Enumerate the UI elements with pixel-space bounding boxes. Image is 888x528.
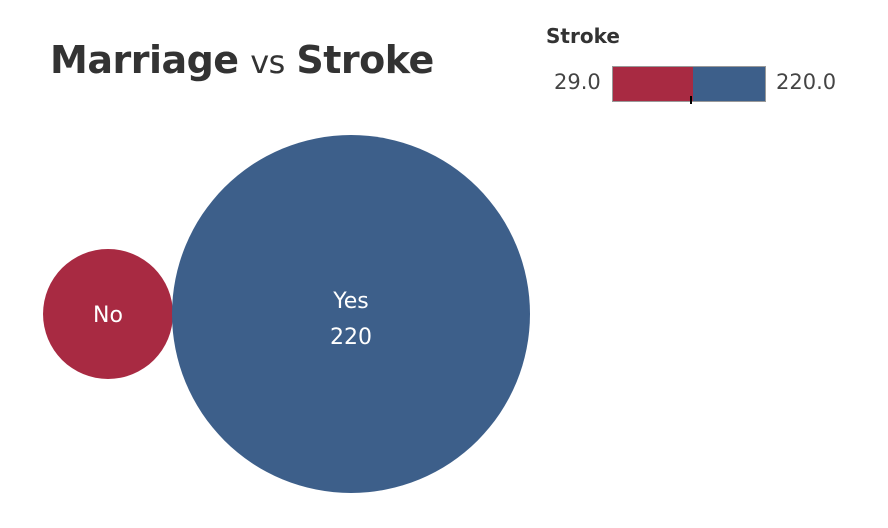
legend-color-bar <box>612 66 766 102</box>
legend-segment-high <box>692 67 765 101</box>
legend-min-label: 29.0 <box>554 70 601 94</box>
legend-title: Stroke <box>546 24 620 48</box>
chart-title: Marriage vs Stroke <box>50 38 434 82</box>
legend-max-label: 220.0 <box>776 70 837 94</box>
bubble-label-yes: Yes <box>332 289 369 314</box>
bubble-label-no: No <box>93 303 123 328</box>
bubble-value-yes: 220 <box>330 325 372 350</box>
bubble-no[interactable] <box>43 249 173 379</box>
title-part-marriage: Marriage <box>50 38 239 82</box>
title-part-vs: vs <box>250 43 285 81</box>
bubble-yes[interactable] <box>172 135 530 493</box>
legend-marker <box>690 96 692 104</box>
title-part-stroke: Stroke <box>296 38 434 82</box>
legend-segment-low <box>613 67 693 101</box>
